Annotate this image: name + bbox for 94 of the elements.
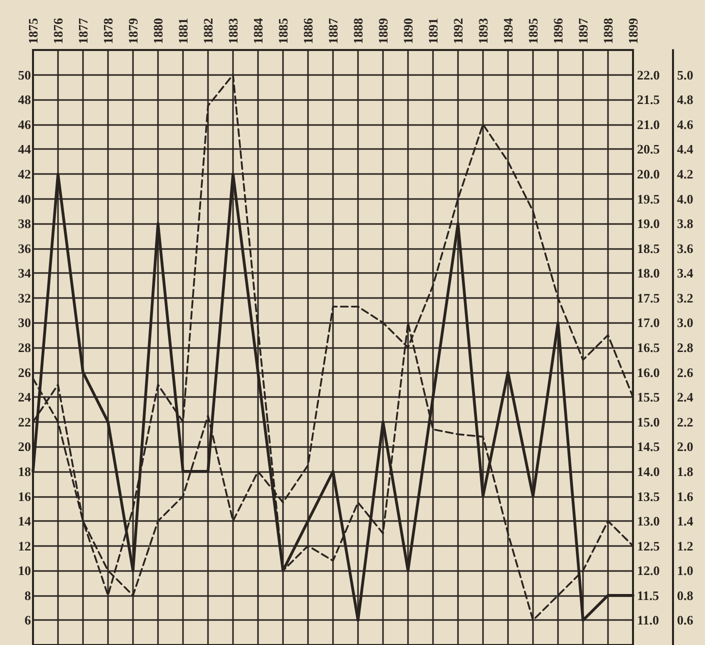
y2-tick-label: 11.0 bbox=[637, 612, 660, 628]
y2-tick-label: 11.5 bbox=[637, 588, 660, 603]
y3-tick-label: 0.8 bbox=[677, 588, 694, 603]
y3-tick-label: 4.2 bbox=[677, 166, 694, 182]
y2-tick-label: 13.0 bbox=[637, 514, 660, 529]
y-tick-label: 50 bbox=[18, 67, 31, 82]
y-tick-label: 34 bbox=[18, 266, 32, 281]
x-tick-label: 1875 bbox=[26, 18, 40, 44]
y2-tick-label: 18.0 bbox=[637, 266, 660, 281]
y2-tick-label: 14.5 bbox=[637, 439, 660, 454]
x-tick-label: 1894 bbox=[500, 18, 516, 44]
y2-tick-label: 15.5 bbox=[637, 390, 660, 405]
x-tick-label: 1896 bbox=[550, 18, 566, 44]
y-tick-label: 38 bbox=[18, 216, 32, 232]
y-tick-label: 44 bbox=[18, 142, 32, 157]
y-tick-label: 32 bbox=[18, 290, 31, 306]
y-tick-label: 42 bbox=[18, 166, 31, 182]
x-tick-label: 1878 bbox=[100, 18, 116, 44]
y-tick-label: 20 bbox=[18, 439, 31, 454]
y-tick-label: 24 bbox=[18, 390, 32, 405]
y-tick-label: 6 bbox=[24, 612, 32, 628]
y-tick-label: 12 bbox=[18, 538, 31, 554]
x-tick-label: 1898 bbox=[600, 18, 616, 44]
y-tick-label: 18 bbox=[18, 464, 32, 479]
y3-tick-label: 1.4 bbox=[677, 514, 694, 529]
y2-tick-label: 19.5 bbox=[637, 191, 660, 206]
y3-tick-label: 4.8 bbox=[677, 92, 694, 108]
y3-tick-label: 4.4 bbox=[677, 142, 694, 157]
y3-tick-label: 2.8 bbox=[677, 340, 694, 355]
y2-tick-label: 17.5 bbox=[637, 290, 660, 306]
x-tick-label: 1897 bbox=[576, 18, 590, 44]
x-tick-label: 1889 bbox=[376, 18, 390, 44]
y2-tick-label: 22.0 bbox=[637, 67, 660, 82]
y2-tick-label: 15.0 bbox=[637, 414, 660, 430]
x-tick-label: 1877 bbox=[76, 18, 90, 44]
y3-tick-label: 3.8 bbox=[677, 216, 694, 232]
y3-tick-label: 4.0 bbox=[677, 191, 694, 206]
y-tick-label: 26 bbox=[18, 364, 32, 380]
y-tick-label: 36 bbox=[18, 240, 32, 256]
y3-tick-label: 1.8 bbox=[677, 464, 694, 479]
y2-tick-label: 21.0 bbox=[637, 116, 660, 132]
x-tick-label: 1895 bbox=[526, 18, 540, 44]
x-tick-label: 1899 bbox=[626, 18, 640, 44]
y3-tick-label: 3.4 bbox=[677, 266, 694, 281]
y2-tick-label: 17.0 bbox=[637, 315, 660, 330]
y2-tick-label: 13.5 bbox=[637, 488, 660, 504]
y3-tick-label: 2.0 bbox=[677, 439, 694, 454]
y-tick-label: 46 bbox=[18, 116, 32, 132]
y3-tick-label: 3.6 bbox=[677, 240, 694, 256]
y2-tick-label: 12.5 bbox=[637, 538, 660, 554]
y2-tick-label: 21.5 bbox=[637, 92, 660, 108]
x-tick-label: 1882 bbox=[200, 18, 216, 44]
x-tick-label: 1891 bbox=[426, 18, 440, 44]
y3-tick-label: 1.6 bbox=[677, 488, 694, 504]
y3-tick-label: 1.0 bbox=[677, 563, 694, 578]
y3-tick-label: 2.4 bbox=[677, 390, 694, 405]
y3-tick-label: 2.2 bbox=[677, 414, 694, 430]
x-tick-label: 1881 bbox=[176, 18, 190, 44]
y-tick-label: 16 bbox=[18, 488, 32, 504]
y2-tick-label: 16.0 bbox=[637, 364, 660, 380]
x-tick-label: 1876 bbox=[50, 18, 66, 44]
x-tick-label: 1886 bbox=[300, 18, 316, 44]
y-tick-label: 28 bbox=[18, 340, 32, 355]
x-tick-label: 1885 bbox=[276, 18, 290, 44]
x-tick-label: 1893 bbox=[476, 18, 490, 44]
y3-tick-label: 2.6 bbox=[677, 364, 694, 380]
x-tick-label: 1892 bbox=[450, 18, 466, 44]
x-tick-label: 1888 bbox=[350, 18, 366, 44]
y3-tick-label: 0.6 bbox=[677, 612, 694, 628]
y3-tick-label: 3.2 bbox=[677, 290, 694, 306]
y-tick-label: 10 bbox=[18, 563, 31, 578]
y-tick-label: 22 bbox=[18, 414, 31, 430]
y2-tick-label: 16.5 bbox=[637, 340, 660, 355]
y-tick-label: 8 bbox=[24, 588, 32, 603]
y2-tick-label: 19.0 bbox=[637, 216, 660, 232]
x-tick-label: 1890 bbox=[400, 18, 416, 44]
x-tick-label: 1880 bbox=[150, 18, 166, 44]
y-tick-label: 40 bbox=[18, 191, 31, 206]
y2-tick-label: 20.5 bbox=[637, 142, 660, 157]
x-tick-label: 1884 bbox=[250, 18, 266, 44]
y2-tick-label: 20.0 bbox=[637, 166, 660, 182]
y3-tick-label: 1.2 bbox=[677, 538, 694, 554]
y3-tick-label: 4.6 bbox=[677, 116, 694, 132]
y2-tick-label: 14.0 bbox=[637, 464, 660, 479]
y-tick-label: 48 bbox=[18, 92, 32, 108]
x-tick-label: 1887 bbox=[326, 18, 340, 44]
x-tick-label: 1883 bbox=[226, 18, 240, 44]
x-tick-label: 1879 bbox=[126, 18, 140, 44]
y2-tick-label: 12.0 bbox=[637, 563, 660, 578]
y-tick-label: 30 bbox=[18, 315, 31, 330]
y2-tick-label: 18.5 bbox=[637, 240, 660, 256]
y-tick-label: 14 bbox=[18, 514, 32, 529]
y3-tick-label: 3.0 bbox=[677, 315, 694, 330]
y3-tick-label: 5.0 bbox=[677, 67, 694, 82]
